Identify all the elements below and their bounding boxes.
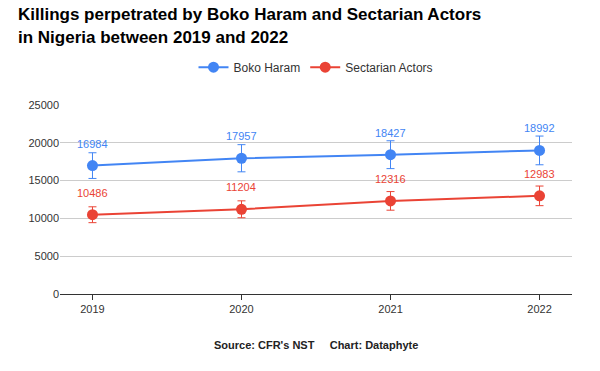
svg-text:Killings perpetrated by Boko H: Killings perpetrated by Boko Haram and S…: [18, 5, 481, 46]
svg-text:10000: 10000: [28, 212, 59, 224]
svg-text:Sectarian Actors: Sectarian Actors: [345, 61, 432, 75]
svg-text:16984: 16984: [77, 138, 108, 150]
svg-text:18427: 18427: [375, 127, 406, 139]
svg-text:12983: 12983: [524, 168, 555, 180]
svg-text:Boko Haram: Boko Haram: [234, 61, 301, 75]
svg-text:12316: 12316: [375, 173, 406, 185]
svg-text:2021: 2021: [378, 303, 402, 315]
svg-text:Source: CFR's NST Chart: D: Source: CFR's NST Chart: Dataphyte: [214, 339, 418, 351]
svg-text:18992: 18992: [524, 122, 555, 134]
svg-text:15000: 15000: [28, 174, 59, 186]
svg-text:2022: 2022: [527, 303, 551, 315]
svg-text:0: 0: [53, 288, 59, 300]
svg-text:17957: 17957: [226, 130, 257, 142]
svg-text:20000: 20000: [28, 137, 59, 149]
svg-text:2020: 2020: [229, 303, 253, 315]
svg-text:11204: 11204: [226, 181, 256, 193]
svg-text:2019: 2019: [80, 303, 104, 315]
svg-text:5000: 5000: [35, 250, 59, 262]
svg-text:10486: 10486: [77, 187, 108, 199]
svg-text:25000: 25000: [28, 99, 59, 111]
